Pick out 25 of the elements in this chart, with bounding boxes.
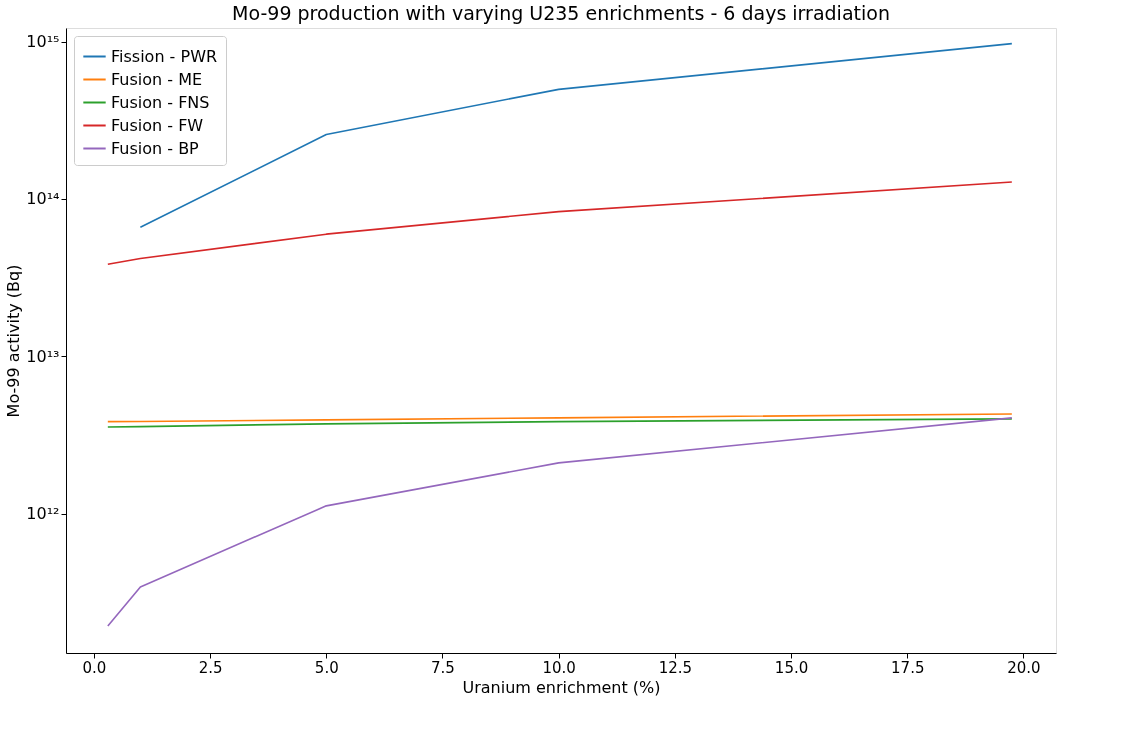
legend-label: Fusion - FNS bbox=[111, 92, 210, 112]
line-series bbox=[107, 413, 1013, 423]
legend-label: Fission - PWR bbox=[111, 46, 218, 66]
y-tick-label: 10¹⁴ bbox=[26, 189, 60, 209]
x-tick-label: 20.0 bbox=[1007, 658, 1041, 677]
legend-label: Fusion - FW bbox=[111, 115, 204, 135]
line-series bbox=[107, 417, 1013, 627]
x-tick-label: 5.0 bbox=[314, 658, 339, 677]
x-tick-label: 17.5 bbox=[891, 658, 925, 677]
x-tick-label: 2.5 bbox=[198, 658, 223, 677]
x-tick-label: 10.0 bbox=[542, 658, 576, 677]
y-tick-label: 10¹⁵ bbox=[26, 32, 60, 52]
x-axis-title: Uranium enrichment (%) bbox=[462, 677, 661, 697]
line-series bbox=[107, 181, 1013, 266]
x-tick-label: 7.5 bbox=[431, 658, 455, 677]
legend-label: Fusion - ME bbox=[111, 69, 203, 89]
legend-label: Fusion - BP bbox=[111, 138, 200, 158]
line-series bbox=[107, 418, 1013, 428]
chart-title: Mo-99 production with varying U235 enrichments - 6 days irradiation bbox=[232, 2, 890, 24]
x-tick-label: 15.0 bbox=[774, 658, 809, 677]
y-tick-label: 10¹³ bbox=[26, 346, 60, 366]
x-tick-label: 0.0 bbox=[82, 658, 107, 677]
x-tick-label: 12.5 bbox=[658, 658, 693, 677]
y-tick-label: 10¹² bbox=[26, 504, 60, 524]
y-axis-title: Mo-99 activity (Bq) bbox=[4, 264, 24, 418]
